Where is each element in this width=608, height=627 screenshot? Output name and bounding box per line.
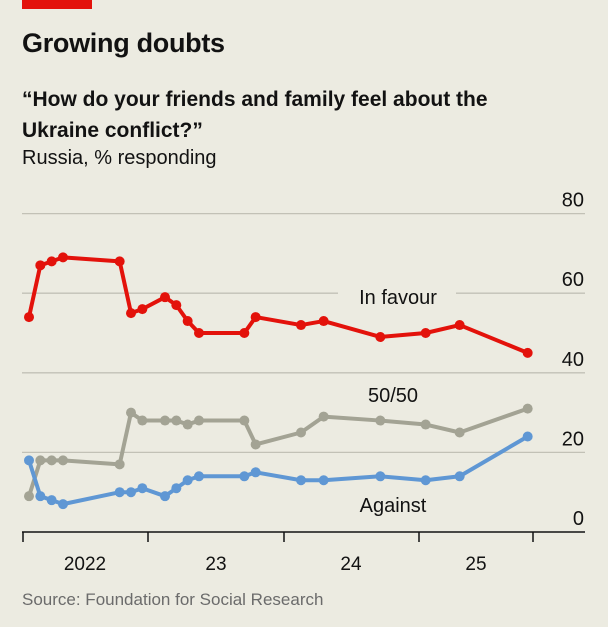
chart-title: Growing doubts [22, 28, 225, 58]
data-point [126, 407, 136, 418]
data-point [46, 455, 57, 466]
data-point [239, 328, 250, 338]
x-tick-label: 25 [465, 554, 486, 575]
data-point [137, 483, 148, 494]
chart-subtitle: “How do your friends and family feel abo… [22, 88, 488, 142]
data-point [160, 491, 170, 502]
series-label-fifty-fifty: 50/50 [368, 385, 418, 407]
data-point [420, 328, 431, 338]
data-point [160, 415, 170, 426]
series-line-in-favour [27, 255, 529, 355]
data-point [420, 475, 431, 486]
data-point [194, 471, 204, 482]
data-point [182, 419, 193, 430]
data-point [126, 487, 136, 498]
label-background [338, 283, 456, 305]
data-point [375, 471, 386, 482]
data-point [250, 312, 261, 323]
y-tick-label: 60 [562, 269, 584, 291]
data-point [24, 312, 34, 323]
x-tick-label: 23 [205, 554, 226, 575]
data-point [296, 427, 306, 438]
data-point [318, 411, 329, 422]
data-point [24, 455, 34, 466]
data-point [171, 483, 182, 494]
data-point [35, 455, 46, 466]
data-point [171, 300, 182, 311]
series-label-against: Against [360, 495, 427, 517]
data-point [137, 415, 148, 426]
data-point [58, 252, 68, 263]
data-point [35, 491, 46, 502]
data-point [114, 459, 125, 470]
data-point [239, 415, 250, 426]
data-point [182, 316, 193, 327]
y-tick-label: 0 [573, 508, 584, 530]
y-tick-label: 80 [562, 190, 584, 212]
data-point [114, 487, 125, 498]
source-note: Source: Foundation for Social Research [22, 590, 324, 609]
data-point [58, 455, 68, 466]
data-point [24, 491, 34, 502]
data-point [114, 256, 125, 267]
unit-label: Russia, % responding [22, 147, 217, 169]
series-label-in-favour: In favour [359, 287, 437, 309]
data-point [239, 471, 250, 482]
data-point [375, 415, 386, 426]
data-point [454, 320, 465, 331]
data-point [522, 347, 533, 358]
data-point [522, 431, 533, 442]
data-point [454, 427, 465, 438]
data-point [35, 260, 46, 271]
data-point [318, 475, 329, 486]
data-point [250, 439, 261, 450]
x-tick-label: 2022 [64, 554, 106, 575]
data-point [296, 475, 306, 486]
y-tick-label: 40 [562, 349, 584, 371]
data-point [296, 320, 306, 331]
data-point [58, 499, 68, 510]
data-point [137, 304, 148, 315]
y-tick-label: 20 [562, 428, 584, 450]
data-point [126, 308, 136, 319]
x-tick-label: 24 [340, 554, 362, 575]
brand-bar [22, 0, 92, 9]
series-line-against [27, 434, 529, 507]
data-point [318, 316, 329, 327]
data-point [46, 495, 57, 506]
data-point [182, 475, 193, 486]
data-point [194, 328, 204, 338]
data-point [46, 256, 57, 267]
data-point [420, 419, 431, 430]
data-point [250, 467, 261, 478]
data-point [454, 471, 465, 482]
data-point [194, 415, 204, 426]
data-point [375, 331, 386, 342]
data-point [160, 292, 170, 303]
data-point [171, 415, 182, 426]
data-point [522, 403, 533, 414]
